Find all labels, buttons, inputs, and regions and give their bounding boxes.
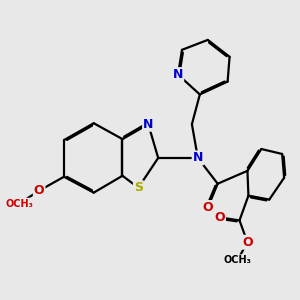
Text: O: O [242, 236, 253, 249]
Text: N: N [143, 118, 154, 131]
Text: OCH₃: OCH₃ [5, 199, 33, 208]
Text: N: N [193, 152, 203, 164]
Text: O: O [34, 184, 44, 197]
Text: O: O [202, 201, 213, 214]
Text: O: O [214, 211, 225, 224]
Text: N: N [173, 68, 183, 81]
Text: OCH₃: OCH₃ [224, 255, 251, 265]
Text: S: S [134, 181, 143, 194]
